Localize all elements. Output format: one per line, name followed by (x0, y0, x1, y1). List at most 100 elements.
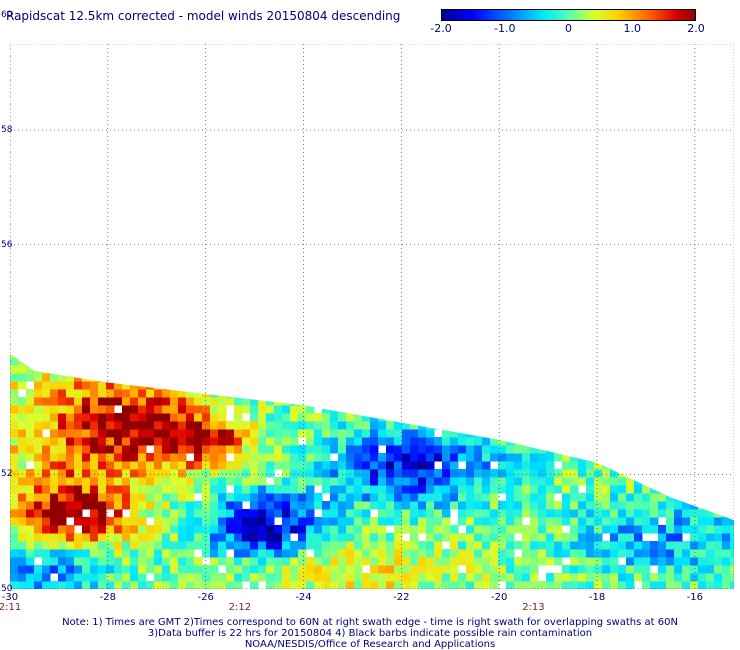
heatmap-cell (730, 353, 734, 358)
heatmap-cell (338, 565, 347, 574)
heatmap-cell (658, 373, 667, 382)
heatmap-cell (298, 549, 307, 558)
heatmap-cell (114, 565, 123, 574)
heatmap-cell (210, 437, 219, 446)
heatmap-cell (466, 565, 475, 574)
heatmap-cell (194, 373, 203, 382)
heatmap-cell (226, 565, 235, 574)
heatmap-cell (426, 525, 435, 534)
heatmap-cell (530, 477, 539, 486)
heatmap-cell (42, 493, 51, 502)
heatmap-cell (58, 541, 67, 550)
heatmap-cell (218, 413, 227, 422)
heatmap-cell (666, 445, 675, 454)
heatmap-cell (338, 549, 347, 558)
heatmap-cell (322, 461, 331, 470)
heatmap-cell (538, 405, 547, 414)
heatmap-cell (330, 429, 339, 438)
heatmap-cell (210, 373, 219, 382)
colorbar-tick: 1.0 (623, 22, 642, 35)
heatmap-cell (586, 557, 595, 566)
heatmap-cell (218, 581, 227, 589)
heatmap-cell (274, 493, 283, 502)
heatmap-cell (370, 469, 379, 478)
heatmap-cell (450, 341, 459, 350)
heatmap-cell (130, 341, 139, 350)
heatmap-cell (354, 533, 363, 542)
heatmap-cell (426, 469, 435, 478)
heatmap-cell (298, 365, 307, 374)
heatmap-cell (346, 429, 355, 438)
heatmap-cell (458, 493, 467, 502)
heatmap-cell (706, 341, 715, 350)
heatmap-cell (370, 477, 379, 486)
heatmap-cell (202, 445, 211, 454)
heatmap-cell (242, 389, 251, 398)
heatmap-cell (202, 357, 211, 366)
heatmap-cell (202, 389, 211, 398)
heatmap-cell (690, 413, 699, 422)
heatmap-cell (714, 453, 723, 462)
heatmap-cell (58, 501, 67, 510)
heatmap-cell (10, 357, 19, 366)
heatmap-cell (330, 469, 339, 478)
heatmap-cell (378, 389, 387, 398)
heatmap-cell (458, 501, 467, 510)
heatmap-cell (194, 397, 203, 406)
heatmap-cell (10, 469, 19, 478)
heatmap-cell (138, 453, 147, 462)
heatmap-cell (338, 397, 347, 406)
heatmap-cell (122, 557, 131, 566)
heatmap-cell (554, 557, 563, 566)
heatmap-cell (666, 517, 675, 526)
heatmap-cell (450, 493, 459, 502)
heatmap-cell (394, 581, 403, 589)
heatmap-cell (274, 341, 283, 350)
heatmap-cell (10, 445, 19, 454)
heatmap-cell (458, 357, 467, 366)
heatmap-cell (666, 421, 675, 430)
heatmap-cell (626, 509, 635, 518)
heatmap-cell (426, 477, 435, 486)
heatmap-cell (490, 565, 499, 574)
heatmap-cell (610, 357, 619, 366)
heatmap-cell (234, 437, 243, 446)
heatmap-cell (250, 341, 259, 350)
heatmap-cell (74, 501, 83, 510)
heatmap-cell (722, 469, 731, 478)
heatmap-cell (538, 429, 547, 438)
heatmap-cell (554, 453, 563, 462)
heatmap-cell (122, 413, 131, 422)
heatmap-cell (218, 373, 227, 382)
heatmap-cell (298, 525, 307, 534)
heatmap-cell (210, 469, 219, 478)
heatmap-cell (170, 477, 179, 486)
heatmap-cell (290, 421, 299, 430)
heatmap-cell (106, 493, 115, 502)
heatmap-cell (642, 373, 651, 382)
heatmap-cell (386, 405, 395, 414)
heatmap-cell (226, 573, 235, 582)
heatmap-cell (434, 493, 443, 502)
heatmap-cell (114, 429, 123, 438)
heatmap-cell (74, 397, 83, 406)
heatmap-cell (178, 365, 187, 374)
heatmap-cell (658, 365, 667, 374)
heatmap-cell (202, 533, 211, 542)
heatmap-cell (498, 453, 507, 462)
heatmap-cell (642, 445, 651, 454)
heatmap-cell (730, 445, 734, 454)
heatmap-cell (298, 421, 307, 430)
heatmap-cell (586, 421, 595, 430)
heatmap-cell (514, 525, 523, 534)
heatmap-cell (58, 357, 67, 366)
heatmap-cell (490, 493, 499, 502)
heatmap-cell (170, 413, 179, 422)
heatmap-cell (658, 501, 667, 510)
heatmap-cell (10, 517, 19, 526)
heatmap-cell (26, 565, 35, 574)
heatmap-cell (66, 477, 75, 486)
heatmap-cell (226, 469, 235, 478)
heatmap-cell (106, 397, 115, 406)
heatmap-cell (50, 565, 59, 574)
